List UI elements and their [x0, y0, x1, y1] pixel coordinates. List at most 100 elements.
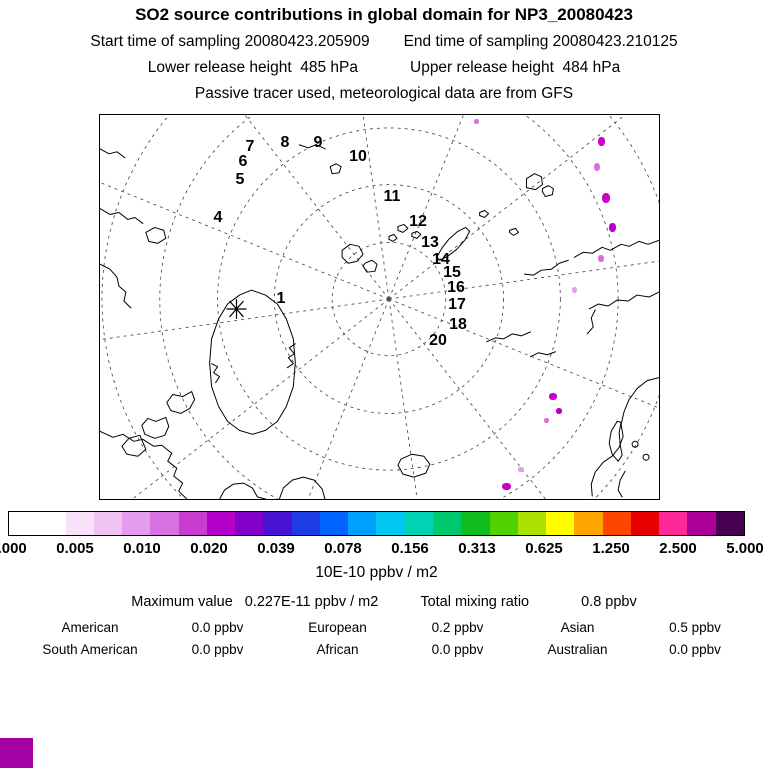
trajectory-label: 12 — [409, 213, 427, 230]
page-title: SO2 source contributions in global domai… — [135, 5, 633, 24]
colorbar-segment — [461, 512, 490, 535]
colorbar-segment — [404, 512, 433, 535]
concentration-patch — [549, 393, 557, 400]
concentration-patch — [598, 255, 604, 262]
region-name: South American — [42, 642, 138, 657]
map-overlay: 1 4 5 6 7 8 9 10 11 12 13 14 15 16 17 18 20 — [100, 115, 659, 499]
corner-color-swatch — [0, 738, 33, 768]
region-value: 0.0 ppbv — [669, 642, 721, 657]
concentration-patch — [544, 418, 549, 423]
region-name: Asian — [560, 620, 595, 635]
colorbar-tick-label: 0.313 — [458, 540, 496, 557]
region-value: 0.0 ppbv — [431, 642, 484, 657]
trajectory-label: 11 — [383, 188, 401, 205]
colorbar-segment — [178, 512, 207, 535]
colorbar-segment — [37, 512, 66, 535]
colorbar-segment — [630, 512, 660, 535]
release-height-line: Lower release height 485 hPa Upper relea… — [0, 59, 768, 77]
region-value: 0.0 ppbv — [191, 620, 244, 635]
stats-row-regions-1: American 0.0 ppbv European 0.2 ppbv Asia… — [20, 620, 750, 635]
trajectory-label: 17 — [448, 296, 466, 313]
colorbar-segment — [715, 512, 744, 535]
end-time-text: End time of sampling 20080423.210125 — [403, 33, 678, 50]
concentration-patch — [602, 193, 610, 203]
colorbar-tick-label: 0.039 — [257, 540, 295, 557]
region-value: 0.5 ppbv — [669, 620, 721, 635]
region-value: 0.0 ppbv — [191, 642, 244, 657]
lower-release-text: Lower release height 485 hPa — [147, 59, 358, 76]
max-value-text: 0.227E-11 ppbv / m2 — [244, 594, 379, 610]
trajectory-label: 15 — [443, 264, 461, 281]
start-time-text: Start time of sampling 20080423.205909 — [90, 33, 370, 50]
total-mixing-ratio-value: 0.8 ppbv — [581, 594, 637, 610]
total-mixing-ratio-label: Total mixing ratio — [420, 594, 530, 610]
release-point-marker — [226, 299, 247, 319]
colorbar-tick-label: 0.156 — [391, 540, 429, 557]
stats-row-regions-2: South American 0.0 ppbv African 0.0 ppbv… — [20, 642, 750, 657]
colorbar — [8, 511, 745, 536]
trajectory-label: 8 — [280, 134, 290, 151]
tracer-info-text: Passive tracer used, meteorological data… — [194, 85, 574, 102]
trajectory-label: 6 — [238, 153, 248, 170]
concentration-patch — [556, 408, 562, 414]
concentration-patch — [572, 287, 577, 293]
colorbar-tick-label: 0.078 — [324, 540, 362, 557]
concentration-patch — [598, 137, 605, 146]
concentration-patch — [594, 163, 600, 171]
trajectory-label: 10 — [349, 148, 367, 165]
colorbar-tick-label: 0.010 — [123, 540, 161, 557]
concentration-patch — [609, 223, 616, 232]
colorbar-segment — [319, 512, 349, 535]
colorbar-segment — [376, 512, 405, 535]
colorbar-segment — [348, 512, 377, 535]
trajectory-label: 14 — [432, 251, 450, 268]
colorbar-segment — [687, 512, 716, 535]
colorbar-tick-label: 1.250 — [592, 540, 630, 557]
colorbar-segment — [659, 512, 688, 535]
region-name: Australian — [547, 642, 608, 657]
colorbar-segment — [574, 512, 603, 535]
colorbar-segment — [602, 512, 631, 535]
trajectory-label: 9 — [313, 134, 323, 151]
coastlines — [100, 144, 659, 499]
sampling-time-line: Start time of sampling 20080423.205909 E… — [0, 33, 768, 51]
colorbar-segment — [517, 512, 547, 535]
concentration-patch — [474, 119, 479, 124]
colorbar-segment — [150, 512, 179, 535]
polar-map: 1 4 5 6 7 8 9 10 11 12 13 14 15 16 17 18 20 — [99, 114, 660, 500]
colorbar-ticks: 0.000 0.005 0.010 0.020 0.039 0.078 0.156 0.313… — [0, 540, 764, 558]
concentration-patch — [518, 467, 524, 472]
colorbar-segment — [546, 512, 575, 535]
colorbar-segment — [432, 512, 462, 535]
colorbar-segment — [263, 512, 292, 535]
colorbar-segment — [206, 512, 236, 535]
trajectory-label: 20 — [429, 332, 447, 349]
colorbar-segment — [122, 512, 151, 535]
trajectory-label: 7 — [245, 138, 255, 155]
colorbar-tick-label: 2.500 — [659, 540, 697, 557]
colorbar-tick-label: 0.625 — [525, 540, 563, 557]
stats-row-max: Maximum value 0.227E-11 ppbv / m2 Total … — [0, 594, 768, 610]
trajectory-label: 5 — [235, 171, 245, 188]
map-canvas — [100, 115, 659, 499]
region-name: European — [308, 620, 367, 635]
colorbar-segment — [9, 512, 38, 535]
colorbar-tick-label: 0.005 — [56, 540, 94, 557]
colorbar-tick-label: 0.020 — [190, 540, 228, 557]
region-name: African — [316, 642, 359, 657]
region-value: 0.2 ppbv — [431, 620, 484, 635]
colorbar-tick-label: 0.000 — [0, 540, 27, 557]
trajectory-label: 16 — [447, 279, 465, 296]
colorbar-segment — [93, 512, 123, 535]
colorbar-unit-label: 10E-10 ppbv / m2 — [315, 564, 438, 581]
colorbar-segment — [489, 512, 518, 535]
trajectory-label: 18 — [449, 316, 467, 333]
colorbar-segment — [65, 512, 94, 535]
trajectory-label: 1 — [276, 290, 286, 307]
colorbar-segment — [291, 512, 320, 535]
region-name: American — [61, 620, 119, 635]
upper-release-text: Upper release height 484 hPa — [410, 59, 621, 76]
trajectory-label: 13 — [421, 234, 439, 251]
colorbar-segment — [235, 512, 264, 535]
max-value-label: Maximum value — [131, 594, 233, 610]
